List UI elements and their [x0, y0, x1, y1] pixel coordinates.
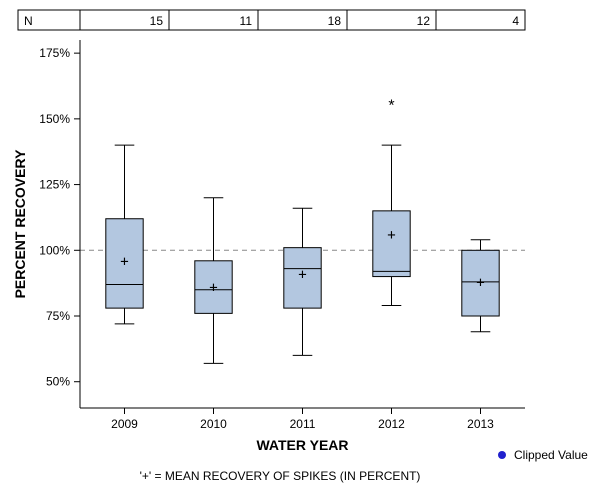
y-tick-label: 150% — [39, 112, 70, 126]
outlier-marker: * — [388, 98, 394, 115]
mean-marker: + — [298, 267, 306, 283]
y-axis-label: PERCENT RECOVERY — [12, 149, 28, 299]
footnote: '+' = MEAN RECOVERY OF SPIKES (IN PERCEN… — [140, 469, 421, 483]
x-tick-label: 2013 — [467, 417, 494, 431]
y-tick-label: 100% — [39, 243, 70, 257]
chart-svg: N 15 11 18 12 4 50% 75% 100% 125% 150% 175% PERCENT … — [0, 0, 600, 500]
x-tick-label: 2010 — [200, 417, 227, 431]
y-tick-label: 125% — [39, 178, 70, 192]
y-tick-label: 50% — [46, 375, 70, 389]
legend-marker — [498, 451, 506, 459]
boxplot-chart: N 15 11 18 12 4 50% 75% 100% 125% 150% 175% PERCENT … — [0, 0, 600, 500]
n-row-value: 11 — [240, 14, 253, 28]
n-row-value: 15 — [150, 14, 164, 28]
x-axis-label: WATER YEAR — [256, 437, 348, 453]
n-row-value: 12 — [417, 14, 431, 28]
n-row-label: N — [24, 14, 33, 28]
mean-marker: + — [209, 280, 217, 296]
mean-marker: + — [476, 275, 484, 291]
y-tick-label: 75% — [46, 309, 70, 323]
mean-marker: + — [387, 228, 395, 244]
x-tick-label: 2009 — [111, 417, 138, 431]
y-tick-label: 175% — [39, 46, 70, 60]
n-row-value: 18 — [328, 14, 342, 28]
legend-label: Clipped Value — [514, 448, 588, 462]
mean-marker: + — [120, 254, 128, 270]
box — [373, 211, 410, 277]
x-tick-label: 2011 — [290, 417, 316, 431]
x-tick-label: 2012 — [378, 417, 405, 431]
n-row-value: 4 — [512, 14, 519, 28]
